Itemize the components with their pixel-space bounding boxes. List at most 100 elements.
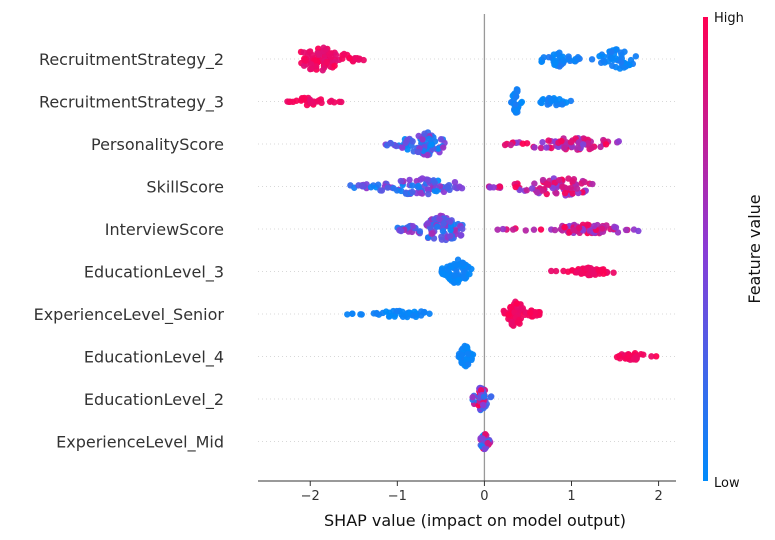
shap-point xyxy=(458,351,466,359)
shap-point xyxy=(528,185,536,192)
shap-point xyxy=(531,144,538,151)
shap-point xyxy=(425,135,433,143)
shap-point xyxy=(600,57,607,65)
shap-point xyxy=(331,62,338,69)
shap-point xyxy=(458,231,465,239)
colorbar-high-label: High xyxy=(714,11,744,26)
shap-point xyxy=(480,393,488,400)
shap-point xyxy=(617,49,625,56)
shap-point xyxy=(574,144,581,151)
shap-point xyxy=(633,355,640,362)
feature-label: RecruitmentStrategy_2 xyxy=(39,50,224,70)
shap-point xyxy=(584,221,591,228)
shap-point xyxy=(607,54,615,61)
shap-point xyxy=(428,141,435,148)
shap-point xyxy=(627,56,635,64)
shap-point xyxy=(635,227,642,235)
shap-point xyxy=(469,394,476,401)
shap-point xyxy=(570,226,577,234)
shap-point xyxy=(390,184,397,192)
shap-point xyxy=(530,226,538,233)
colorbar-gradient xyxy=(703,17,708,481)
row-gridlines xyxy=(258,58,676,442)
shap-point xyxy=(468,265,475,273)
feature-label: EducationLevel_3 xyxy=(84,263,224,283)
shap-point xyxy=(558,137,565,145)
shap-point xyxy=(637,350,645,358)
shap-point xyxy=(438,233,445,240)
feature-label: RecruitmentStrategy_3 xyxy=(39,93,224,113)
shap-point xyxy=(352,55,359,62)
x-tick-label: −2 xyxy=(301,489,320,504)
shap-point xyxy=(386,312,393,320)
shap-point xyxy=(399,313,407,320)
shap-point xyxy=(550,51,558,58)
shap-point xyxy=(543,144,550,151)
shap-point xyxy=(332,51,340,59)
shap-point xyxy=(431,216,438,223)
shap-point xyxy=(453,261,460,269)
feature-label: EducationLevel_4 xyxy=(84,348,224,368)
shap-point xyxy=(424,176,431,183)
shap-point xyxy=(514,88,521,95)
shap-point xyxy=(616,352,623,360)
shap-point xyxy=(488,393,495,400)
shap-point xyxy=(421,130,428,137)
shap-point xyxy=(567,184,575,192)
shap-point xyxy=(595,266,602,274)
shap-point xyxy=(387,139,394,147)
shap-point xyxy=(571,57,578,65)
shap-point xyxy=(581,178,588,186)
shap-point xyxy=(543,180,550,188)
shap-point xyxy=(560,267,567,275)
shap-point xyxy=(610,269,617,276)
shap-point xyxy=(501,141,509,149)
shap-point xyxy=(426,310,433,317)
colorbar-low-label: Low xyxy=(714,476,740,491)
shap-point xyxy=(561,189,569,197)
shap-point xyxy=(413,177,420,185)
shap-point xyxy=(297,97,305,104)
shap-point xyxy=(459,225,466,233)
shap-point xyxy=(441,215,448,222)
shap-point xyxy=(561,144,568,152)
x-tick-label: 1 xyxy=(567,489,575,504)
shap-point xyxy=(479,401,487,409)
shap-point xyxy=(409,188,416,196)
shap-point xyxy=(384,184,391,191)
shap-point xyxy=(548,144,555,152)
shap-point xyxy=(608,48,615,56)
shap-point xyxy=(599,225,606,232)
shap-point xyxy=(415,148,422,156)
shap-point xyxy=(382,308,390,315)
shap-point xyxy=(430,177,437,184)
shap-point xyxy=(575,224,583,232)
x-axis-title: SHAP value (impact on model output) xyxy=(324,511,626,530)
shap-point xyxy=(451,272,458,279)
shap-point xyxy=(523,187,530,194)
shap-point xyxy=(418,308,425,315)
shap-point xyxy=(545,54,552,61)
shap-point xyxy=(430,235,438,242)
shap-point xyxy=(409,182,416,189)
shap-point xyxy=(447,232,454,240)
shap-point xyxy=(560,57,567,64)
x-ticks: −2 −1 0 1 2 xyxy=(301,481,663,504)
shap-point xyxy=(540,54,547,61)
feature-label: ExperienceLevel_Senior xyxy=(34,305,225,325)
shap-point xyxy=(464,350,472,358)
shap-point xyxy=(508,318,515,326)
shap-point xyxy=(537,99,544,106)
shap-point xyxy=(406,176,413,184)
feature-label: EducationLevel_2 xyxy=(84,390,224,410)
shap-point xyxy=(397,227,405,235)
shap-point xyxy=(548,97,555,105)
shap-point xyxy=(512,101,519,108)
shap-point xyxy=(552,267,560,275)
shap-point xyxy=(322,46,329,53)
shap-point xyxy=(424,151,431,159)
feature-labels: RecruitmentStrategy_2 RecruitmentStrategy… xyxy=(34,50,225,453)
shap-point xyxy=(632,53,640,60)
shap-point xyxy=(444,184,451,192)
